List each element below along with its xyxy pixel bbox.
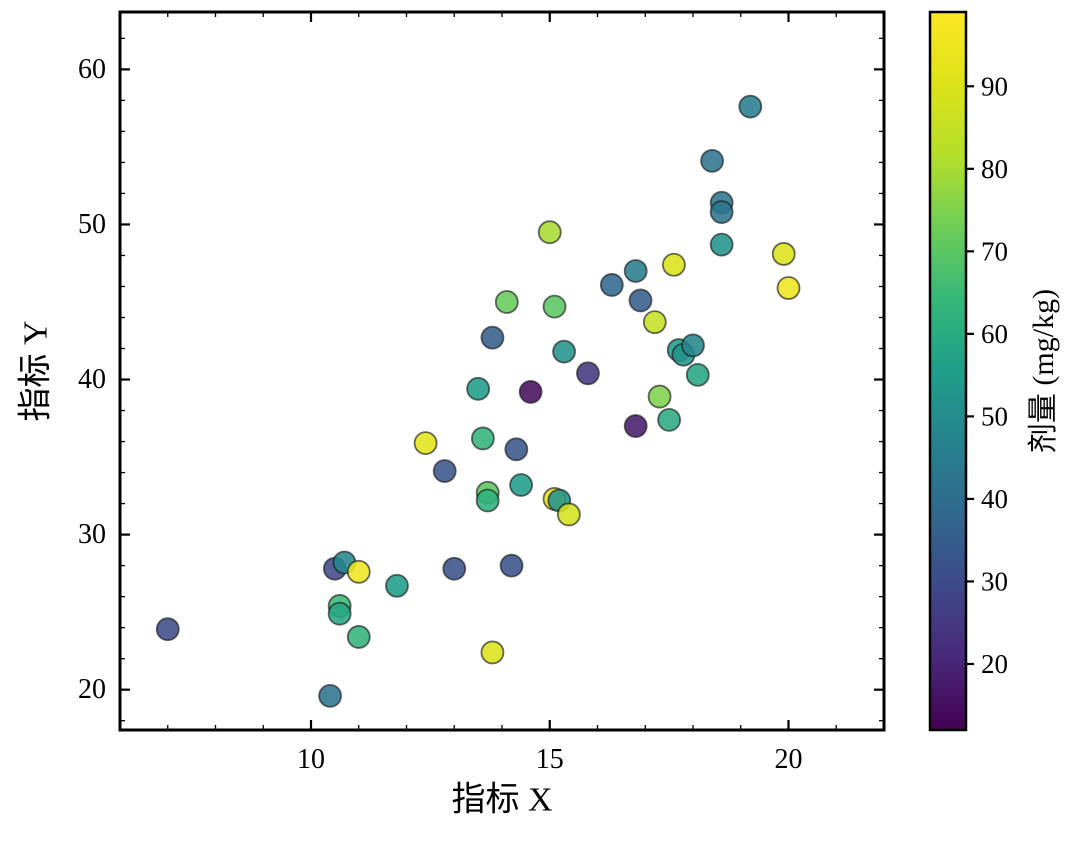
scatter-point (499, 553, 524, 578)
scatter-point (509, 473, 533, 497)
colorbar-tick-labels: 20 30 40 50 60 70 80 90 (981, 71, 1008, 679)
x-axis-label: 指标 X (451, 781, 553, 819)
colorbar-tick-label: 80 (981, 154, 1008, 184)
scatter-point (475, 488, 500, 513)
scatter-point (470, 426, 495, 451)
scatter-point (623, 259, 648, 283)
y-tick-label: 60 (78, 54, 106, 85)
scatter-point (518, 380, 543, 404)
scatter-point (327, 601, 352, 626)
scatter-point (657, 407, 682, 432)
colorbar-label: 剂量 (mg/kg) (1027, 288, 1060, 454)
y-tick-label: 20 (78, 674, 106, 705)
x-tick-label: 10 (297, 744, 325, 775)
scatter-point (537, 220, 562, 245)
scatter-point (494, 290, 519, 314)
scatter-point (623, 414, 648, 438)
colorbar-tick-label: 20 (981, 649, 1008, 679)
colorbar-border (928, 10, 968, 732)
colorbar-tick-label: 70 (981, 236, 1008, 266)
scatter-point (318, 683, 343, 708)
scatter-point (647, 384, 672, 409)
scatter-point (599, 273, 624, 297)
scatter-point (685, 362, 710, 387)
scatter-point (576, 361, 600, 386)
axis-tick-labels: 10 15 20 20 30 40 50 60 (78, 54, 803, 775)
colorbar-ticks (966, 85, 974, 666)
x-tick-label: 15 (536, 744, 564, 775)
scatter-point (628, 288, 653, 313)
scatter-point (556, 502, 581, 527)
colorbar-tick-label: 30 (981, 566, 1008, 596)
plot-border (118, 10, 886, 732)
scatter-point (552, 339, 576, 364)
scatter-point (642, 310, 667, 335)
scatter-point (700, 148, 724, 173)
scatter-point (346, 625, 371, 649)
scatter-point (776, 276, 801, 300)
scatter-point (442, 556, 467, 581)
scatter-point (738, 94, 763, 119)
scatter-point (709, 232, 734, 257)
axis-minor-ticks (119, 12, 885, 730)
scatter-point (385, 573, 409, 598)
y-tick-label: 30 (78, 519, 106, 550)
y-tick-label: 40 (78, 364, 106, 395)
scatter-point (480, 640, 505, 665)
scatter-point (413, 431, 438, 456)
colorbar-tick-label: 40 (981, 484, 1008, 514)
colorbar-tick-label: 50 (981, 401, 1008, 431)
scatter-point (681, 333, 705, 358)
colorbar-tick-label: 60 (981, 319, 1008, 349)
scatter-point (432, 459, 457, 483)
scatter-point (709, 200, 734, 224)
axis-ticks (120, 12, 884, 730)
scatter-point (542, 294, 567, 319)
scatter-point (466, 376, 491, 401)
colorbar-tick-label: 90 (981, 71, 1008, 101)
scatter-point (346, 559, 371, 584)
scatter-point (771, 242, 796, 266)
scatter-points (155, 94, 801, 708)
scatter-point (662, 252, 686, 277)
scatter-point (155, 617, 180, 642)
scatter-point (504, 437, 529, 462)
y-axis-label: 指标 Y (17, 320, 55, 422)
y-tick-label: 50 (78, 209, 106, 240)
colorbar (930, 12, 966, 730)
x-tick-label: 20 (775, 744, 803, 775)
scatter-point (480, 325, 505, 350)
